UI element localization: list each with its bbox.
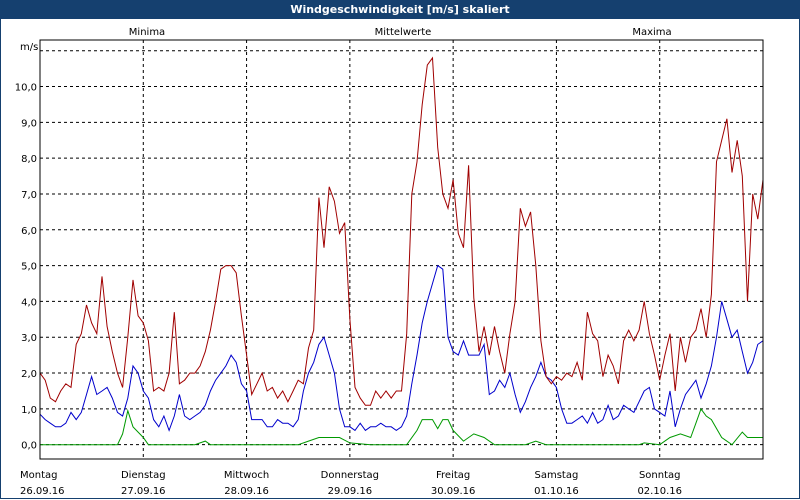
series-lines	[39, 56, 764, 446]
legend-maxima: Maxima	[632, 27, 671, 38]
x-axis-labels: Montag 26.09.16 Dienstag 27.09.16 Mittwoch 28…	[20, 470, 682, 497]
y-tick-label: 4,0	[21, 297, 37, 308]
x-date-label: 01.10.16	[534, 486, 579, 497]
x-day-label: Freitag	[436, 470, 470, 481]
y-tick-label: 8,0	[21, 154, 37, 165]
plot-frame	[39, 39, 764, 460]
x-date-label: 02.10.16	[637, 486, 682, 497]
grid	[40, 40, 763, 459]
x-day-label: Donnerstag	[321, 470, 379, 481]
y-tick-label: 6,0	[21, 226, 37, 237]
x-day-label: Sonntag	[639, 470, 681, 481]
x-day-label: Mittwoch	[224, 470, 269, 481]
y-axis-ticks: 0,0 1,0 2,0 3,0 4,0 5,0 6,0 7,0 8,0 9,0 10,0	[15, 83, 37, 452]
legend-minima: Minima	[129, 27, 165, 38]
x-day-label: Samstag	[535, 470, 579, 481]
x-date-label: 28.09.16	[224, 486, 269, 497]
series-line-maxima	[39, 56, 764, 406]
x-day-label: Dienstag	[121, 470, 166, 481]
x-date-label: 27.09.16	[121, 486, 166, 497]
x-date-label: 29.09.16	[328, 486, 373, 497]
y-tick-label: 5,0	[21, 262, 37, 273]
y-tick-label: 2,0	[21, 369, 37, 380]
y-tick-label: 9,0	[21, 118, 37, 129]
y-tick-label: 1,0	[21, 405, 37, 416]
y-axis-label: m/s	[20, 42, 38, 53]
series-line-minima	[40, 407, 763, 446]
y-tick-label: 7,0	[21, 190, 37, 201]
window-title: Windgeschwindigkeit [m/s] skaliert	[0, 0, 800, 19]
legend-mittelwerte: Mittelwerte	[375, 27, 432, 38]
y-tick-label: 3,0	[21, 333, 37, 344]
x-day-label: Montag	[20, 470, 57, 481]
y-tick-label: 10,0	[15, 83, 37, 94]
x-date-label: 26.09.16	[20, 486, 65, 497]
series-line-mittel	[39, 264, 764, 432]
x-date-label: 30.09.16	[431, 486, 476, 497]
y-tick-label: 0,0	[21, 441, 37, 452]
